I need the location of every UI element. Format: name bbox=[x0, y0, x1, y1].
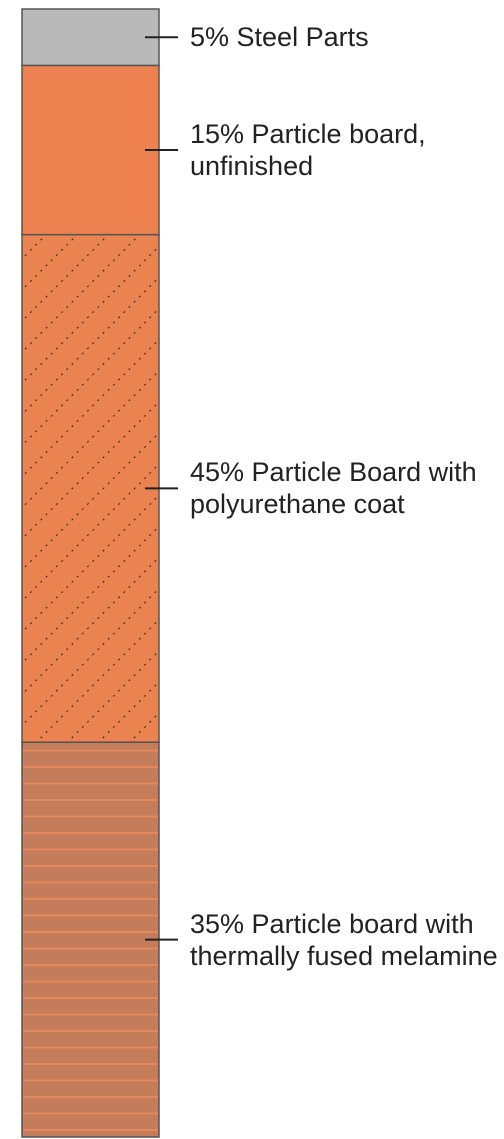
segment-fill bbox=[21, 8, 160, 67]
segment-label: 45% Particle Board with polyurethane coa… bbox=[190, 457, 477, 520]
segment-pattern bbox=[23, 743, 158, 1136]
segment-label: 15% Particle board, unfinished bbox=[190, 119, 426, 181]
segment-label: 35% Particle board with thermally fused … bbox=[190, 908, 498, 971]
segment-fill bbox=[21, 64, 160, 236]
segment bbox=[21, 233, 160, 743]
segment-label: 5% Steel Parts bbox=[190, 22, 369, 53]
segment bbox=[21, 64, 160, 236]
segment bbox=[21, 8, 160, 67]
segment bbox=[21, 741, 160, 1138]
segment-pattern bbox=[23, 235, 158, 742]
